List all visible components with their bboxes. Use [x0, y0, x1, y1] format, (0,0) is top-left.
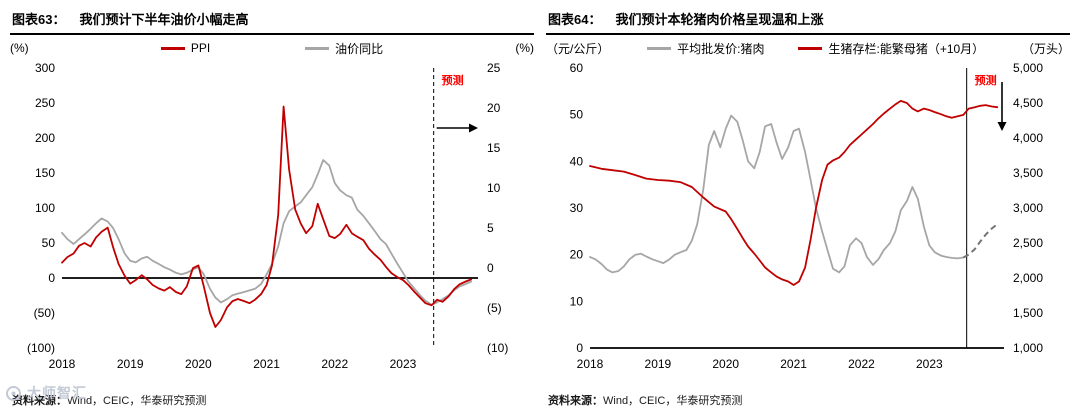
x-axis-tick-label: 2021 — [253, 357, 280, 371]
right-axis-tick-label: 10 — [487, 181, 501, 195]
legend-item-ppi: PPI — [160, 41, 211, 55]
left-axis-tick-label: 20 — [570, 248, 584, 262]
legend-item-sow-inventory: 生猪存栏:能繁母猪（+10月） — [798, 40, 984, 57]
right-axis-tick-label: 0 — [487, 261, 494, 275]
right-axis-tick-label: 4,000 — [1013, 131, 1043, 145]
chart-source: 资料来源：Wind，CEIC，华泰研究预测 — [10, 392, 534, 408]
x-axis-tick-label: 2019 — [645, 357, 672, 371]
source-label: 资料来源： — [12, 395, 67, 407]
legend-swatch-red — [798, 46, 823, 50]
right-axis-tick-label: 2,000 — [1013, 271, 1043, 285]
forecast-label: 预测 — [975, 73, 997, 87]
series-line — [61, 105, 473, 328]
chart-title-text: 我们预计下半年油价小幅走高 — [79, 12, 249, 27]
x-axis-tick-label: 2021 — [780, 357, 807, 371]
right-axis-tick-label: 5,000 — [1013, 61, 1043, 75]
left-axis-tick-label: 200 — [35, 131, 55, 145]
right-axis-tick-label: 1,000 — [1013, 341, 1043, 355]
x-axis-tick-label: 2023 — [390, 357, 417, 371]
chart-title-prefix: 图表64： — [548, 12, 602, 27]
chart-title: 图表63： 我们预计下半年油价小幅走高 — [10, 6, 534, 35]
x-axis-tick-label: 2023 — [916, 357, 943, 371]
legend-item-oil-yoy: 油价同比 — [305, 40, 383, 57]
source-text: Wind，CEIC，华泰研究预测 — [603, 395, 743, 407]
left-axis-tick-label: 10 — [570, 294, 584, 308]
axis-legend-row: (%) PPI 油价同比 (%) — [10, 38, 534, 58]
left-axis-tick-label: 250 — [35, 96, 55, 110]
legend-label: 油价同比 — [335, 41, 384, 56]
x-axis-tick-label: 2022 — [321, 357, 348, 371]
right-axis-tick-label: 20 — [487, 101, 501, 115]
chart-title: 图表64： 我们预计本轮猪肉价格呈现温和上涨 — [546, 6, 1070, 35]
x-axis-tick-label: 2022 — [848, 357, 875, 371]
forecast-label: 预测 — [442, 73, 464, 87]
source-label: 资料来源： — [548, 395, 603, 407]
forecast-arrow-head — [469, 123, 478, 133]
left-axis-tick-label: (100) — [27, 341, 55, 355]
left-axis-tick-label: 60 — [570, 61, 584, 75]
right-axis-unit: (%) — [515, 41, 534, 55]
chart-title-text: 我们预计本轮猪肉价格呈现温和上涨 — [615, 12, 824, 27]
x-axis-tick-label: 2020 — [712, 357, 739, 371]
right-axis-tick-label: 4,500 — [1013, 96, 1043, 110]
series-forecast-line — [962, 223, 998, 259]
right-axis-tick-label: 1,500 — [1013, 306, 1043, 320]
legend-swatch-gray — [305, 46, 330, 50]
series-line — [589, 100, 999, 286]
right-axis-tick-label: 5 — [487, 221, 494, 235]
right-axis-tick-label: (10) — [487, 341, 508, 355]
left-axis-tick-label: 50 — [42, 236, 56, 250]
left-axis-tick-label: 50 — [570, 108, 584, 122]
legend-label: 生猪存栏:能繁母猪（+10月） — [828, 41, 985, 56]
pork-price-line-chart: 60 50 40 30 20 10 0 5,000 4,500 4,000 3,500 3,000 2,… — [570, 61, 1044, 371]
chart-panel-oil-ppi: 图表63： 我们预计下半年油价小幅走高 (%) PPI 油价同比 (%) 300… — [10, 6, 534, 408]
series-line — [61, 159, 473, 306]
chart-legend: PPI 油价同比 — [29, 40, 516, 57]
watermark-logo-icon — [6, 385, 21, 401]
right-axis-tick-label: 15 — [487, 141, 501, 155]
left-axis-tick-label: 0 — [48, 271, 55, 285]
chart-legend: 平均批发价:猪肉 生猪存栏:能繁母猪（+10月） — [609, 40, 1022, 57]
left-axis-tick-label: 40 — [570, 154, 584, 168]
left-axis-tick-label: 30 — [570, 201, 584, 215]
left-axis-tick-label: 0 — [576, 341, 583, 355]
chart-title-prefix: 图表63： — [12, 12, 66, 27]
x-axis-tick-label: 2018 — [577, 357, 604, 371]
x-axis-tick-label: 2019 — [117, 357, 144, 371]
right-axis-tick-label: 25 — [487, 61, 501, 75]
left-axis-unit: （元/公斤） — [546, 41, 610, 56]
left-axis-unit: (%) — [10, 41, 29, 55]
left-axis-tick-label: 150 — [35, 166, 55, 180]
watermark-text: 大师智汇 — [27, 385, 87, 401]
x-axis-tick-label: 2020 — [185, 357, 212, 371]
oil-ppi-line-chart: 300250200150100500(50)(100)2520151050(5)… — [27, 61, 508, 371]
legend-label: 平均批发价:猪肉 — [677, 41, 765, 56]
left-axis-tick-label: (50) — [34, 306, 55, 320]
right-axis-tick-label: 2,500 — [1013, 236, 1043, 250]
watermark: 大师智汇 — [5, 383, 87, 403]
chart-source: 资料来源：Wind，CEIC，华泰研究预测 — [546, 392, 1070, 408]
legend-swatch-red — [160, 46, 185, 50]
chart-panel-pork: 图表64： 我们预计本轮猪肉价格呈现温和上涨 （元/公斤） 平均批发价:猪肉 生… — [546, 6, 1070, 408]
forecast-arrow-head — [997, 122, 1007, 131]
right-axis-unit: （万头） — [1021, 41, 1070, 56]
left-axis-tick-label: 300 — [35, 61, 55, 75]
right-axis-tick-label: (5) — [487, 301, 502, 315]
legend-label: PPI — [190, 41, 211, 55]
right-axis-tick-label: 3,000 — [1013, 201, 1043, 215]
legend-item-pork-price: 平均批发价:猪肉 — [647, 40, 764, 57]
source-text: Wind，CEIC，华泰研究预测 — [67, 395, 207, 407]
right-axis-tick-label: 3,500 — [1013, 166, 1043, 180]
axis-legend-row: （元/公斤） 平均批发价:猪肉 生猪存栏:能繁母猪（+10月） （万头） — [546, 38, 1070, 58]
series-line — [589, 114, 965, 274]
legend-swatch-gray — [647, 46, 672, 50]
left-axis-tick-label: 100 — [35, 201, 55, 215]
x-axis-tick-label: 2018 — [49, 357, 76, 371]
